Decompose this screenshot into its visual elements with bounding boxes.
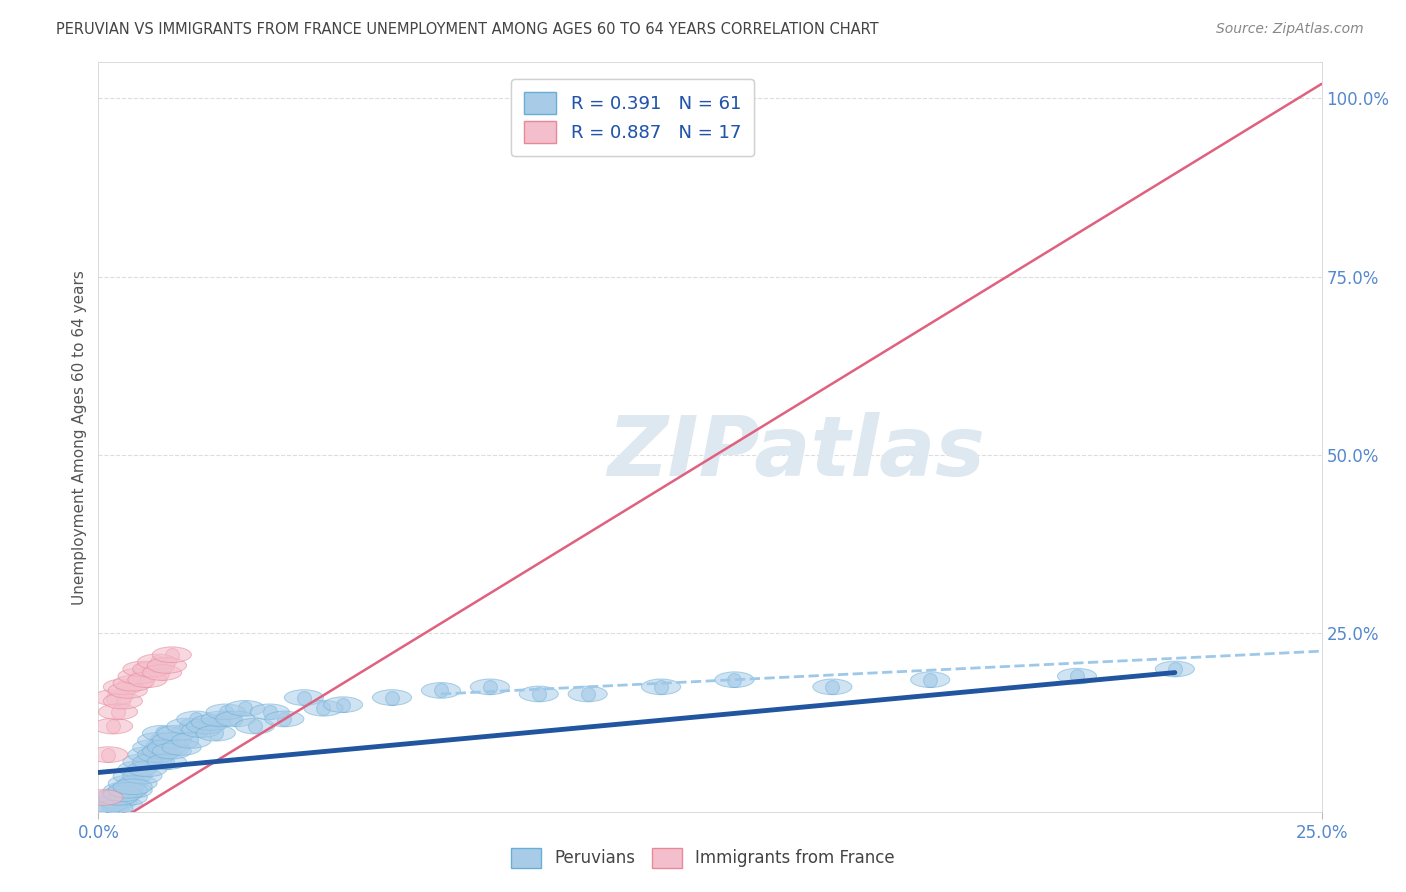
- Ellipse shape: [148, 657, 187, 673]
- Ellipse shape: [108, 775, 148, 791]
- Ellipse shape: [89, 797, 128, 813]
- Ellipse shape: [1156, 661, 1195, 677]
- Ellipse shape: [641, 679, 681, 695]
- Ellipse shape: [103, 797, 142, 813]
- Ellipse shape: [142, 725, 181, 741]
- Ellipse shape: [813, 679, 852, 695]
- Ellipse shape: [201, 711, 240, 727]
- Ellipse shape: [470, 679, 509, 695]
- Ellipse shape: [152, 732, 191, 748]
- Text: ZIPatlas: ZIPatlas: [607, 411, 984, 492]
- Ellipse shape: [84, 789, 122, 805]
- Ellipse shape: [250, 704, 290, 720]
- Ellipse shape: [138, 654, 177, 670]
- Ellipse shape: [89, 747, 128, 763]
- Ellipse shape: [191, 714, 231, 731]
- Ellipse shape: [132, 754, 172, 770]
- Ellipse shape: [172, 732, 211, 748]
- Ellipse shape: [103, 782, 142, 798]
- Ellipse shape: [373, 690, 412, 706]
- Ellipse shape: [138, 747, 177, 763]
- Ellipse shape: [112, 779, 152, 795]
- Ellipse shape: [128, 761, 167, 777]
- Ellipse shape: [108, 782, 148, 798]
- Ellipse shape: [118, 775, 157, 791]
- Legend: R = 0.391   N = 61, R = 0.887   N = 17: R = 0.391 N = 61, R = 0.887 N = 17: [512, 79, 754, 155]
- Ellipse shape: [148, 754, 187, 770]
- Ellipse shape: [148, 739, 187, 756]
- Ellipse shape: [167, 718, 207, 734]
- Ellipse shape: [422, 682, 461, 698]
- Ellipse shape: [122, 768, 162, 784]
- Ellipse shape: [152, 647, 191, 663]
- Ellipse shape: [207, 704, 245, 720]
- Ellipse shape: [1057, 668, 1097, 684]
- Ellipse shape: [122, 754, 162, 770]
- Ellipse shape: [142, 665, 181, 681]
- Ellipse shape: [128, 747, 167, 763]
- Ellipse shape: [157, 725, 197, 741]
- Ellipse shape: [128, 672, 167, 688]
- Ellipse shape: [98, 704, 138, 720]
- Ellipse shape: [323, 697, 363, 713]
- Ellipse shape: [142, 743, 181, 759]
- Ellipse shape: [103, 693, 142, 709]
- Ellipse shape: [162, 739, 201, 756]
- Ellipse shape: [112, 675, 152, 691]
- Ellipse shape: [108, 789, 148, 805]
- Ellipse shape: [94, 789, 132, 805]
- Ellipse shape: [103, 679, 142, 695]
- Ellipse shape: [112, 782, 152, 798]
- Ellipse shape: [89, 797, 128, 813]
- Ellipse shape: [568, 686, 607, 702]
- Ellipse shape: [714, 672, 754, 688]
- Ellipse shape: [122, 661, 162, 677]
- Ellipse shape: [112, 768, 152, 784]
- Ellipse shape: [225, 700, 264, 716]
- Ellipse shape: [181, 722, 221, 738]
- Ellipse shape: [264, 711, 304, 727]
- Legend: Peruvians, Immigrants from France: Peruvians, Immigrants from France: [505, 841, 901, 875]
- Ellipse shape: [94, 718, 132, 734]
- Ellipse shape: [217, 711, 254, 727]
- Ellipse shape: [197, 725, 235, 741]
- Ellipse shape: [187, 718, 225, 734]
- Ellipse shape: [98, 789, 138, 805]
- Ellipse shape: [103, 786, 142, 802]
- Ellipse shape: [98, 793, 138, 809]
- Ellipse shape: [519, 686, 558, 702]
- Ellipse shape: [177, 711, 217, 727]
- Text: Source: ZipAtlas.com: Source: ZipAtlas.com: [1216, 22, 1364, 37]
- Ellipse shape: [94, 690, 132, 706]
- Ellipse shape: [138, 732, 177, 748]
- Ellipse shape: [152, 743, 191, 759]
- Ellipse shape: [235, 718, 274, 734]
- Ellipse shape: [304, 700, 343, 716]
- Ellipse shape: [911, 672, 950, 688]
- Ellipse shape: [118, 668, 157, 684]
- Ellipse shape: [108, 682, 148, 698]
- Ellipse shape: [94, 800, 132, 816]
- Ellipse shape: [118, 761, 157, 777]
- Ellipse shape: [132, 739, 172, 756]
- Text: PERUVIAN VS IMMIGRANTS FROM FRANCE UNEMPLOYMENT AMONG AGES 60 TO 64 YEARS CORREL: PERUVIAN VS IMMIGRANTS FROM FRANCE UNEMP…: [56, 22, 879, 37]
- Ellipse shape: [284, 690, 323, 706]
- Ellipse shape: [132, 661, 172, 677]
- Y-axis label: Unemployment Among Ages 60 to 64 years: Unemployment Among Ages 60 to 64 years: [72, 269, 87, 605]
